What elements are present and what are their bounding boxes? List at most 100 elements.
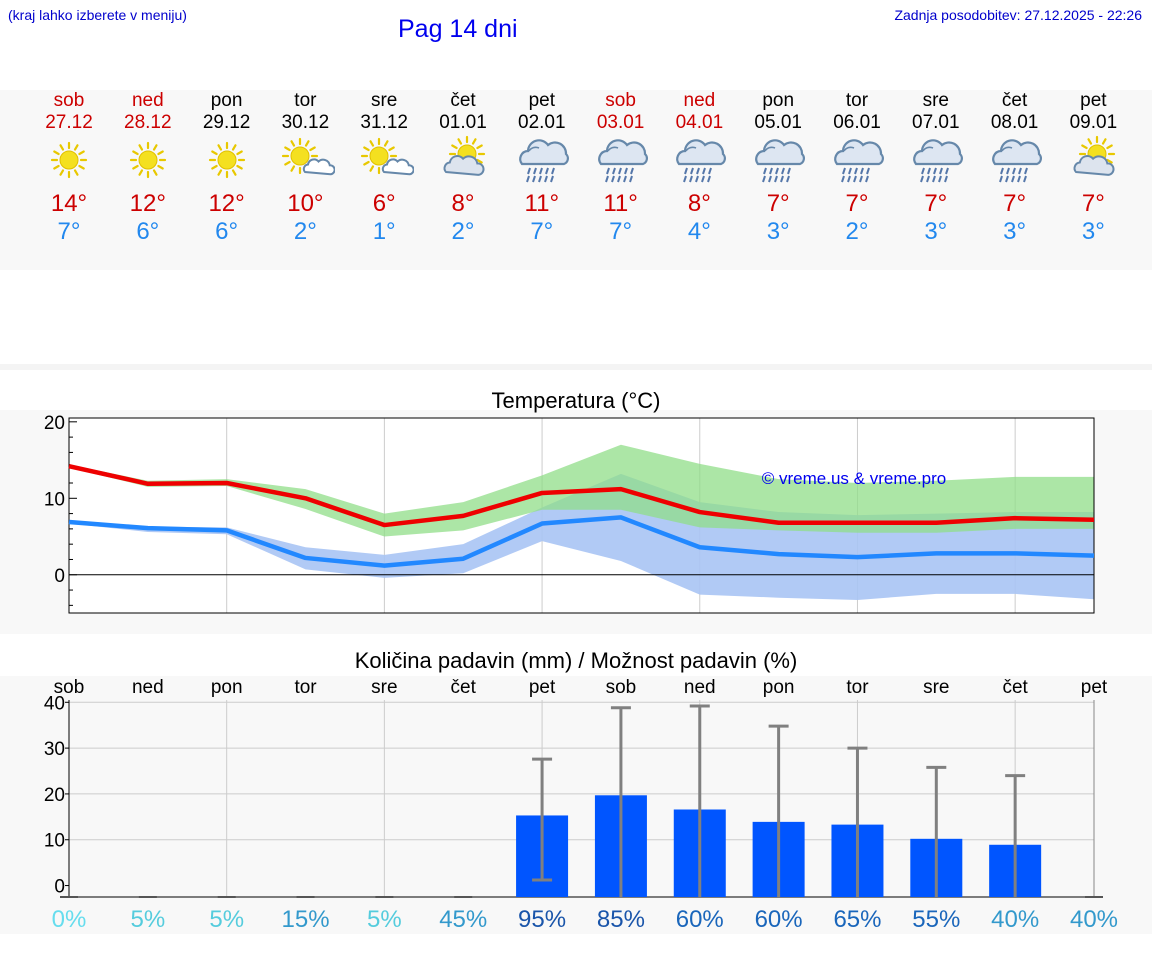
precip-probability: 5% <box>131 906 166 933</box>
day-date: 01.01 <box>439 112 487 133</box>
day-date: 05.01 <box>754 112 802 133</box>
day-date: 29.12 <box>202 112 251 133</box>
temp-max: 7° <box>766 190 790 217</box>
category-label: sob <box>606 677 637 698</box>
temp-min: 6° <box>136 218 160 245</box>
temperature-chart: 20 10 0 © vreme.us & vreme.pro <box>44 413 1095 614</box>
weather-icon <box>1053 134 1133 186</box>
weather-icon <box>817 134 897 186</box>
weather-icon <box>659 134 739 186</box>
temp-min: 3° <box>1003 218 1027 245</box>
day-column: sre 31.12 6° 1° <box>344 90 424 246</box>
day-date: 02.01 <box>518 112 566 133</box>
temp-min: 3° <box>1081 218 1105 245</box>
rain-cloud-icon <box>991 139 1042 183</box>
y-tick-label: 0 <box>54 566 65 587</box>
category-label: čet <box>1002 677 1028 698</box>
day-column: tor 06.01 7° 2° <box>817 90 897 246</box>
day-column: pon 29.12 12° 6° <box>187 90 267 246</box>
sun-cloud-icon <box>443 135 486 176</box>
rain-cloud-icon <box>834 139 884 183</box>
precip-probability: 45% <box>439 906 487 933</box>
weather-icon <box>423 134 503 186</box>
temperature-chart-title: Temperatura (°C) <box>491 388 661 413</box>
sun-icon <box>129 141 166 179</box>
temp-max: 7° <box>1081 190 1105 217</box>
category-label: tor <box>846 677 869 698</box>
day-name: tor <box>845 90 869 111</box>
day-name: sob <box>605 90 636 111</box>
day-column: čet 01.01 8° 2° <box>423 90 503 246</box>
temp-min: 7° <box>57 218 81 245</box>
temp-min: 7° <box>530 218 554 245</box>
rain-cloud-icon <box>597 139 648 183</box>
day-date: 27.12 <box>45 112 93 133</box>
day-column: sob 03.01 11° 7° <box>581 90 661 246</box>
y-tick-label: 20 <box>44 413 65 434</box>
y-tick-label: 0 <box>54 877 65 898</box>
temp-max: 6° <box>372 190 396 217</box>
temp-max: 14° <box>50 190 88 217</box>
divider <box>0 364 1152 370</box>
day-name: sob <box>53 90 85 111</box>
sun-small-cloud-icon <box>282 137 336 176</box>
category-label: pet <box>1081 677 1108 698</box>
y-tick-label: 10 <box>44 489 65 510</box>
day-name: sre <box>922 90 949 111</box>
y-tick-label: 40 <box>44 693 65 714</box>
day-column: sob 27.12 14° 7° <box>29 90 109 246</box>
day-name: čet <box>450 90 476 111</box>
weather-icon <box>344 134 424 186</box>
temp-min: 1° <box>372 218 396 245</box>
weather-icon <box>738 134 818 186</box>
weather-icon <box>108 134 188 186</box>
weather-icon <box>502 134 582 186</box>
sun-cloud-icon <box>1073 135 1116 176</box>
day-date: 31.12 <box>360 112 408 133</box>
day-column: čet 08.01 7° 3° <box>975 90 1055 246</box>
precipitation-chart: sob ned pon tor sre čet pet sob ned pon tor sre čet p… <box>44 677 1118 933</box>
precip-probability: 5% <box>209 906 244 933</box>
watermark: © vreme.us & vreme.pro <box>762 469 946 488</box>
day-date: 04.01 <box>675 112 724 133</box>
day-name: tor <box>294 90 317 111</box>
rain-cloud-icon <box>755 139 806 183</box>
temp-min: 4° <box>687 218 711 245</box>
precip-probability: 15% <box>282 906 330 933</box>
day-date: 06.01 <box>833 112 881 133</box>
temp-min: 7° <box>609 218 633 245</box>
temp-min: 6° <box>215 218 239 245</box>
sun-small-cloud-icon <box>361 137 415 176</box>
weather-icon <box>187 134 267 186</box>
precip-probability: 85% <box>597 906 645 933</box>
temp-max: 12° <box>208 190 245 217</box>
weather-icon <box>896 134 976 186</box>
temp-min: 2° <box>293 218 317 245</box>
day-date: 09.01 <box>1069 112 1118 133</box>
temp-min: 3° <box>766 218 790 245</box>
rain-cloud-icon <box>518 139 569 183</box>
day-name: pon <box>762 90 795 111</box>
category-label: sre <box>371 677 397 698</box>
precip-probability: 95% <box>518 906 566 933</box>
rain-cloud-icon <box>912 139 963 183</box>
precip-probability: 60% <box>676 906 724 933</box>
temp-max: 8° <box>451 190 475 217</box>
weather-icon <box>581 134 661 186</box>
temp-min: 2° <box>451 218 475 245</box>
y-tick-label: 10 <box>44 831 65 852</box>
temp-max: 7° <box>845 190 869 217</box>
sun-icon <box>50 141 88 179</box>
temp-min: 3° <box>924 218 948 245</box>
day-column: pon 05.01 7° 3° <box>738 90 818 246</box>
day-date: 28.12 <box>124 112 172 133</box>
day-date: 08.01 <box>990 112 1039 133</box>
max-temp-line <box>68 463 1095 528</box>
forecast-strip: sob 27.12 14° 7° ned 28.12 12° 6° pon 29.12 12° 6° t… <box>0 90 1152 270</box>
precip-probability: 0% <box>52 906 87 933</box>
temp-max: 12° <box>129 190 166 217</box>
category-label: sob <box>54 677 85 698</box>
rain-cloud-icon <box>676 139 727 183</box>
category-label: pon <box>211 677 243 698</box>
day-column: ned 04.01 8° 4° <box>659 90 739 246</box>
